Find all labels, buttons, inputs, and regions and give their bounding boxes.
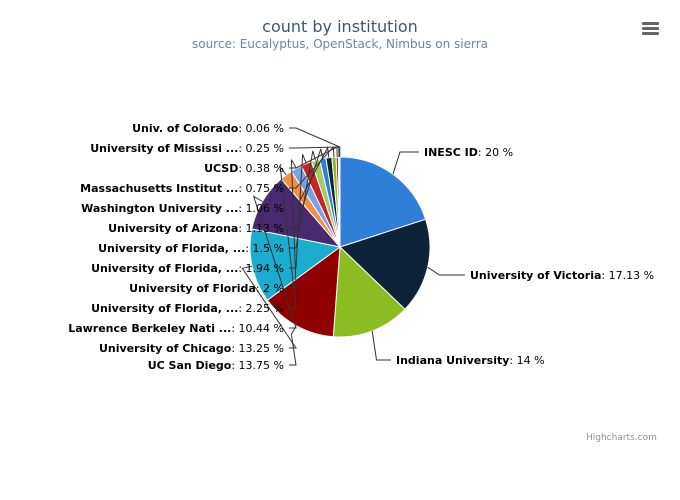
data-label: INESC ID: 20 % <box>424 146 513 159</box>
menu-bar <box>642 32 659 35</box>
label-connector <box>371 330 391 361</box>
label-connector <box>279 165 297 309</box>
data-label: Lawrence Berkeley Nati ...: 10.44 % <box>68 322 284 335</box>
chart-title: count by institution <box>262 17 418 36</box>
data-label: University of Mississi ...: 0.25 % <box>90 142 284 155</box>
chart-subtitle: source: Eucalyptus, OpenStack, Nimbus on… <box>191 37 489 51</box>
pie-slice[interactable] <box>266 245 341 338</box>
data-label: University of Victoria: 17.13 % <box>470 269 654 282</box>
label-connector <box>289 150 316 249</box>
menu-bar <box>642 22 659 25</box>
menu-bar <box>642 27 659 30</box>
data-labels: INESC ID: 20 % University of Victoria: 17… <box>68 122 654 372</box>
label-connector <box>252 195 297 329</box>
credits-link[interactable]: Highcharts.com <box>586 433 657 443</box>
label-connector <box>241 265 297 349</box>
data-label: UC San Diego: 13.75 % <box>148 359 284 372</box>
label-connector <box>289 154 307 269</box>
data-label: University of Florida, ...: 1.5 % <box>98 242 284 255</box>
data-label: Univ. of Colorado: 0.06 % <box>132 122 284 135</box>
label-connector <box>289 146 335 189</box>
label-connector <box>289 146 338 169</box>
data-label: Washington University ...: 1.06 % <box>81 202 284 215</box>
pie-slice[interactable] <box>339 156 427 248</box>
data-label: Massachusetts Institut ...: 0.75 % <box>80 182 284 195</box>
data-label: UCSD: 0.38 % <box>204 162 284 175</box>
label-connectors <box>241 127 465 366</box>
label-connector <box>392 151 419 175</box>
data-label: University of Florida, ...: 2.25 % <box>91 302 284 315</box>
data-label: University of Florida: 2 % <box>129 282 284 295</box>
pie-slice[interactable] <box>339 218 431 311</box>
data-label: University of Chicago: 13.25 % <box>99 342 284 355</box>
data-label: University of Florida, ...: 1.94 % <box>91 262 284 275</box>
label-connector <box>427 266 465 276</box>
label-connector <box>289 148 324 229</box>
label-connector <box>289 159 297 289</box>
data-label: Indiana University: 14 % <box>396 354 545 367</box>
label-connector <box>289 325 297 366</box>
label-connector <box>289 127 341 157</box>
pie-slice[interactable] <box>332 245 406 338</box>
label-connector <box>289 146 340 158</box>
hamburger-menu-icon[interactable] <box>640 20 662 38</box>
data-label: University of Arizona: 1.13 % <box>108 222 284 235</box>
